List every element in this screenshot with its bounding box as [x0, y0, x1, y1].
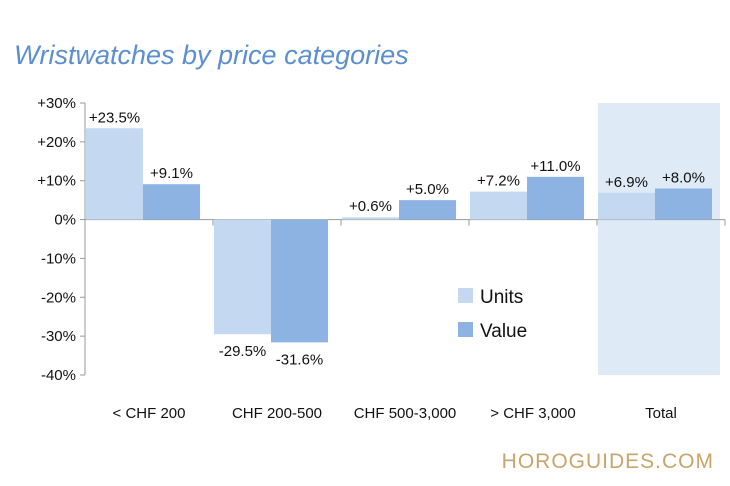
- category-label: CHF 500-3,000: [354, 405, 457, 422]
- y-tick-label: -40%: [41, 367, 76, 384]
- y-tick-label: +30%: [37, 95, 76, 112]
- bar-value: [271, 219, 328, 343]
- data-label: +8.0%: [662, 169, 705, 186]
- legend-label-units: Units: [480, 287, 523, 308]
- category-label: < CHF 200: [113, 405, 186, 422]
- bar-units: [86, 128, 143, 220]
- y-tick-label: 0%: [54, 212, 76, 229]
- y-tick-label: -10%: [41, 250, 76, 267]
- chart-title: Wristwatches by price categories: [14, 40, 409, 70]
- data-label: +23.5%: [89, 109, 140, 126]
- y-tick-label: -30%: [41, 328, 76, 345]
- category-label: > CHF 3,000: [490, 405, 575, 422]
- watermark: HOROGUIDES.COM: [501, 450, 714, 473]
- y-tick-label: +10%: [37, 173, 76, 190]
- bar-layer: [86, 128, 712, 343]
- category-label: Total: [645, 405, 677, 422]
- legend-swatch-value: [458, 322, 473, 337]
- bar-value: [399, 200, 456, 220]
- bar-value: [527, 176, 584, 220]
- label-layer: < CHF 200 CHF 200-500 CHF 500-3,000 > CHF 3…: [89, 109, 705, 422]
- category-label: CHF 200-500: [232, 405, 322, 422]
- bar-units: [214, 219, 271, 335]
- data-label: +9.1%: [150, 165, 193, 182]
- data-label: +6.9%: [605, 174, 648, 191]
- data-label: +11.0%: [530, 158, 580, 175]
- legend-swatch-units: [458, 288, 473, 303]
- data-label: +7.2%: [477, 173, 520, 190]
- bar-units: [342, 217, 399, 220]
- data-label: -29.5%: [219, 343, 267, 360]
- highlight-layer: [598, 103, 720, 375]
- bar-units: [598, 192, 655, 220]
- legend-label-value: Value: [480, 321, 527, 342]
- data-label: +5.0%: [406, 181, 449, 198]
- bar-units: [470, 191, 527, 220]
- highlight-band: [598, 103, 720, 375]
- legend: Units Value: [458, 287, 527, 342]
- bar-value: [143, 184, 200, 220]
- y-tick-label: -20%: [41, 289, 76, 306]
- bar-value: [655, 188, 712, 220]
- data-label: +0.6%: [349, 198, 392, 215]
- y-tick-label: +20%: [37, 134, 76, 151]
- data-label: -31.6%: [276, 351, 324, 368]
